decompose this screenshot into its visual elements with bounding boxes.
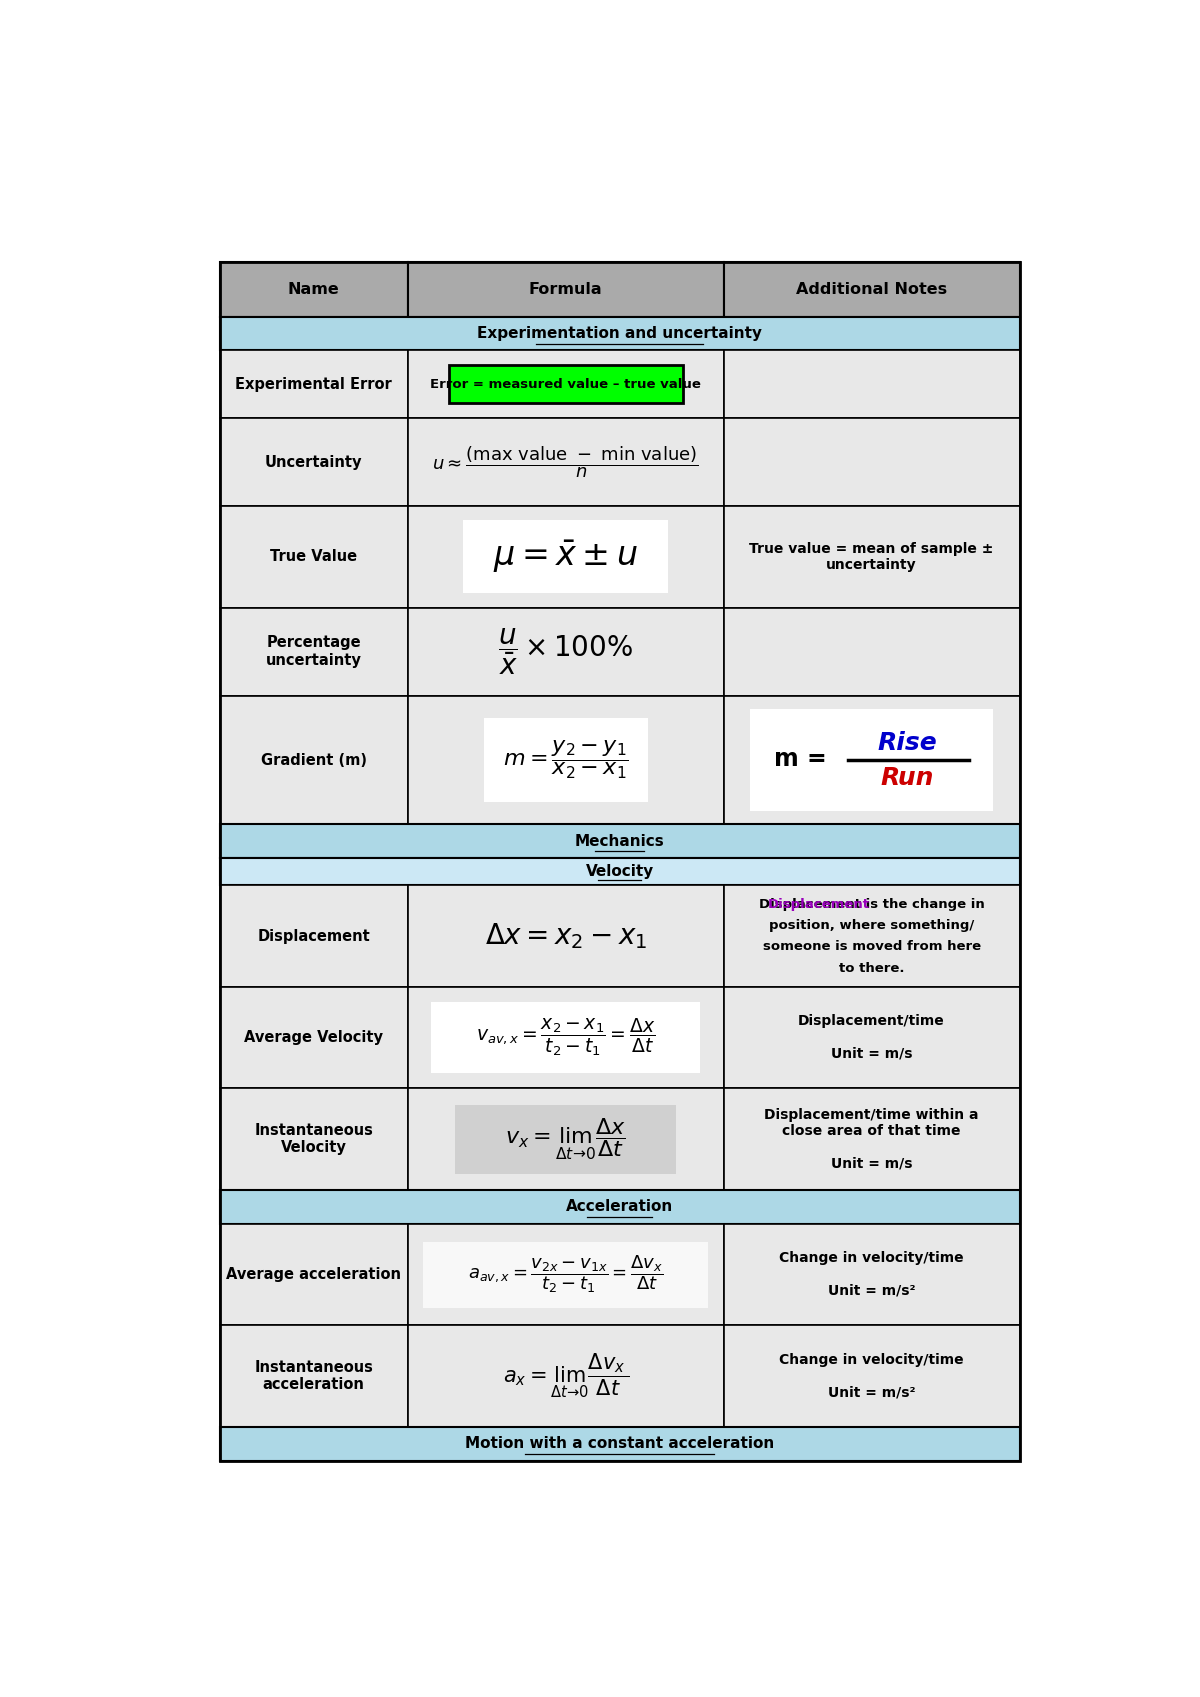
Bar <box>220 417 408 506</box>
Bar <box>408 1224 724 1325</box>
Text: Gradient (m): Gradient (m) <box>260 752 367 767</box>
Text: Displacement is the change in: Displacement is the change in <box>758 898 984 911</box>
Bar <box>220 825 1020 859</box>
Text: Additional Notes: Additional Notes <box>796 282 947 297</box>
Text: position, where something/: position, where something/ <box>769 918 974 932</box>
Bar <box>220 1190 1020 1224</box>
Text: Acceleration: Acceleration <box>566 1200 673 1215</box>
Text: Error = measured value – true value: Error = measured value – true value <box>431 378 701 390</box>
Text: $a_{av,x} = \dfrac{v_{2x} - v_{1x}}{t_2 - t_1} = \dfrac{\Delta v_x}{\Delta t}$: $a_{av,x} = \dfrac{v_{2x} - v_{1x}}{t_2 … <box>468 1254 664 1295</box>
Text: Average acceleration: Average acceleration <box>227 1268 401 1281</box>
Text: Instantaneous
Velocity: Instantaneous Velocity <box>254 1123 373 1156</box>
Bar <box>408 506 724 608</box>
Bar <box>220 859 1020 886</box>
Bar <box>455 1105 677 1174</box>
Bar <box>724 1224 1020 1325</box>
Text: Instantaneous
acceleration: Instantaneous acceleration <box>254 1359 373 1392</box>
Text: Displacement/time

Unit = m/s: Displacement/time Unit = m/s <box>798 1015 944 1061</box>
Text: $v_{av,x} = \dfrac{x_2 - x_1}{t_2 - t_1} = \dfrac{\Delta x}{\Delta t}$: $v_{av,x} = \dfrac{x_2 - x_1}{t_2 - t_1}… <box>476 1017 655 1059</box>
Bar <box>220 1325 408 1427</box>
Text: True value = mean of sample ±
uncertainty: True value = mean of sample ± uncertaint… <box>749 541 994 572</box>
Text: $a_x = \lim_{\Delta t \to 0} \dfrac{\Delta v_x}{\Delta t}$: $a_x = \lim_{\Delta t \to 0} \dfrac{\Del… <box>503 1353 629 1400</box>
Text: Average Velocity: Average Velocity <box>245 1030 383 1045</box>
Bar <box>484 718 648 801</box>
Bar <box>408 886 724 986</box>
Text: Displacement: Displacement <box>257 928 370 944</box>
Text: Percentage
uncertainty: Percentage uncertainty <box>265 635 361 669</box>
Bar <box>724 351 1020 417</box>
Text: Displacement/time within a
close area of that time

Unit = m/s: Displacement/time within a close area of… <box>764 1108 979 1171</box>
Text: Change in velocity/time

Unit = m/s²: Change in velocity/time Unit = m/s² <box>779 1251 964 1298</box>
Bar <box>408 1325 724 1427</box>
Bar <box>220 886 408 986</box>
Bar <box>463 521 668 594</box>
Text: Velocity: Velocity <box>586 864 654 879</box>
Bar <box>220 506 408 608</box>
Text: True Value: True Value <box>270 550 358 565</box>
Text: Motion with a constant acceleration: Motion with a constant acceleration <box>466 1436 774 1451</box>
Bar <box>220 696 408 825</box>
Bar <box>431 1001 700 1073</box>
Bar <box>724 263 1020 317</box>
Bar <box>220 263 1020 1461</box>
Bar <box>724 506 1020 608</box>
Bar <box>220 986 408 1088</box>
Text: $v_x = \lim_{\Delta t \to 0} \dfrac{\Delta x}{\Delta t}$: $v_x = \lim_{\Delta t \to 0} \dfrac{\Del… <box>505 1117 626 1162</box>
Text: Displacement: Displacement <box>768 898 870 911</box>
Bar <box>724 886 1020 986</box>
Text: Experimentation and uncertainty: Experimentation and uncertainty <box>478 326 762 341</box>
Bar <box>408 263 724 317</box>
Bar <box>220 263 408 317</box>
Bar <box>724 696 1020 825</box>
Text: someone is moved from here: someone is moved from here <box>762 940 980 954</box>
Text: Formula: Formula <box>529 282 602 297</box>
Bar <box>220 608 408 696</box>
Text: Change in velocity/time

Unit = m/s²: Change in velocity/time Unit = m/s² <box>779 1353 964 1400</box>
Text: $m = \dfrac{y_2 - y_1}{x_2 - x_1}$: $m = \dfrac{y_2 - y_1}{x_2 - x_1}$ <box>503 738 629 781</box>
Bar <box>724 986 1020 1088</box>
Text: Experimental Error: Experimental Error <box>235 377 392 392</box>
Text: Uncertainty: Uncertainty <box>265 455 362 470</box>
Bar <box>408 986 724 1088</box>
Bar <box>220 1088 408 1190</box>
Bar <box>408 608 724 696</box>
Text: $\mu = \bar{x} \pm u$: $\mu = \bar{x} \pm u$ <box>493 538 638 575</box>
Text: to there.: to there. <box>839 962 905 974</box>
Text: Rise: Rise <box>877 731 937 755</box>
Bar <box>220 1427 1020 1461</box>
Bar <box>724 1088 1020 1190</box>
Bar <box>408 696 724 825</box>
Bar <box>724 1325 1020 1427</box>
Bar <box>220 1224 408 1325</box>
Bar <box>220 351 408 417</box>
Bar <box>424 1242 708 1307</box>
Bar <box>724 417 1020 506</box>
Text: $\dfrac{u}{\bar{x}} \times 100\%$: $\dfrac{u}{\bar{x}} \times 100\%$ <box>498 626 634 677</box>
Bar <box>220 317 1020 351</box>
Text: Mechanics: Mechanics <box>575 833 665 848</box>
Bar <box>408 417 724 506</box>
Bar <box>408 1088 724 1190</box>
Bar <box>449 365 683 404</box>
Text: $\Delta x = x_2 - x_1$: $\Delta x = x_2 - x_1$ <box>485 921 647 950</box>
Bar <box>724 608 1020 696</box>
Text: Run: Run <box>881 765 934 791</box>
Bar <box>408 351 724 417</box>
Text: m =: m = <box>774 747 827 770</box>
Bar <box>750 709 992 811</box>
Text: Name: Name <box>288 282 340 297</box>
Text: $u \approx \dfrac{\mathrm{(max\ value\ -\ min\ value)}}{n}$: $u \approx \dfrac{\mathrm{(max\ value\ -… <box>432 445 698 480</box>
